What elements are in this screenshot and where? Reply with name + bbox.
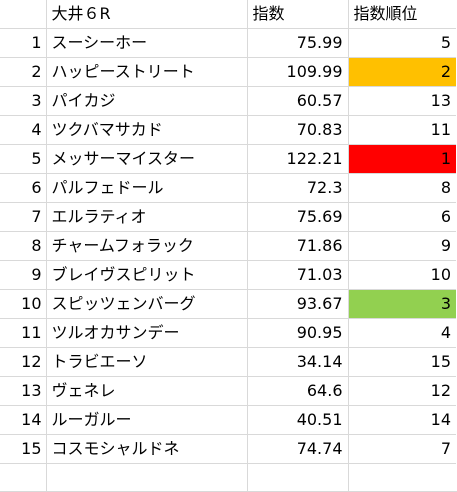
- index-value-cell[interactable]: 122.21: [246, 144, 349, 174]
- index-value-cell[interactable]: 90.95: [246, 318, 349, 348]
- index-value-cell[interactable]: 64.6: [246, 376, 349, 406]
- row-number-cell[interactable]: 10: [0, 289, 47, 319]
- horse-name-cell[interactable]: ブレイヴスピリット: [45, 260, 248, 290]
- empty-row: [0, 463, 456, 492]
- empty-cell[interactable]: [45, 463, 248, 492]
- index-value-cell[interactable]: 72.3: [246, 173, 349, 203]
- rank-value-cell[interactable]: 6: [347, 202, 456, 232]
- horse-name-cell[interactable]: ツクバマサカド: [45, 115, 248, 145]
- index-value-cell[interactable]: 93.67: [246, 289, 349, 319]
- table-row: 13 ヴェネレ 64.6 12: [0, 376, 456, 406]
- corner-cell[interactable]: [0, 0, 47, 29]
- rank-value-cell[interactable]: 14: [347, 405, 456, 435]
- row-number-cell[interactable]: 2: [0, 57, 47, 87]
- table-row: 7 エルラティオ 75.69 6: [0, 202, 456, 232]
- horse-name-cell[interactable]: スピッツェンバーグ: [45, 289, 248, 319]
- rank-value-cell[interactable]: 7: [347, 434, 456, 464]
- index-value-cell[interactable]: 75.69: [246, 202, 349, 232]
- rank-value-cell[interactable]: 10: [347, 260, 456, 290]
- table-row: 12 トラビエーソ 34.14 15: [0, 347, 456, 377]
- index-value-cell[interactable]: 71.03: [246, 260, 349, 290]
- index-value-cell[interactable]: 70.83: [246, 115, 349, 145]
- row-number-cell[interactable]: 9: [0, 260, 47, 290]
- index-value-cell[interactable]: 74.74: [246, 434, 349, 464]
- table-row: 11 ツルオカサンデー 90.95 4: [0, 318, 456, 348]
- index-value-cell[interactable]: 109.99: [246, 57, 349, 87]
- index-value-cell[interactable]: 40.51: [246, 405, 349, 435]
- row-number-cell[interactable]: 14: [0, 405, 47, 435]
- row-number-cell[interactable]: 12: [0, 347, 47, 377]
- rank-value-cell[interactable]: 11: [347, 115, 456, 145]
- horse-name-cell[interactable]: スーシーホー: [45, 28, 248, 58]
- table-row: 5 メッサーマイスター 122.21 1: [0, 144, 456, 174]
- table-row: 1 スーシーホー 75.99 5: [0, 28, 456, 58]
- race-title-cell[interactable]: 大井６R: [45, 0, 248, 29]
- horse-name-cell[interactable]: パイカジ: [45, 86, 248, 116]
- rank-value-cell[interactable]: 2: [347, 57, 456, 87]
- table-row: 15 コスモシャルドネ 74.74 7: [0, 434, 456, 464]
- horse-name-cell[interactable]: パルフェドール: [45, 173, 248, 203]
- index-value-cell[interactable]: 71.86: [246, 231, 349, 261]
- rank-value-cell[interactable]: 1: [347, 144, 456, 174]
- row-number-cell[interactable]: 6: [0, 173, 47, 203]
- empty-cell[interactable]: [0, 463, 47, 492]
- rank-value-cell[interactable]: 4: [347, 318, 456, 348]
- row-number-cell[interactable]: 1: [0, 28, 47, 58]
- rank-value-cell[interactable]: 9: [347, 231, 456, 261]
- horse-name-cell[interactable]: チャームフォラック: [45, 231, 248, 261]
- horse-name-cell[interactable]: エルラティオ: [45, 202, 248, 232]
- table-row: 14 ルーガルー 40.51 14: [0, 405, 456, 435]
- row-number-cell[interactable]: 15: [0, 434, 47, 464]
- rank-value-cell[interactable]: 15: [347, 347, 456, 377]
- index-value-cell[interactable]: 60.57: [246, 86, 349, 116]
- horse-name-cell[interactable]: メッサーマイスター: [45, 144, 248, 174]
- rank-header-cell[interactable]: 指数順位: [347, 0, 456, 29]
- table-row: 2 ハッピーストリート 109.99 2: [0, 57, 456, 87]
- horse-name-cell[interactable]: ツルオカサンデー: [45, 318, 248, 348]
- row-number-cell[interactable]: 5: [0, 144, 47, 174]
- row-number-cell[interactable]: 3: [0, 86, 47, 116]
- row-number-cell[interactable]: 11: [0, 318, 47, 348]
- row-number-cell[interactable]: 4: [0, 115, 47, 145]
- rank-value-cell[interactable]: 12: [347, 376, 456, 406]
- horse-name-cell[interactable]: ヴェネレ: [45, 376, 248, 406]
- horse-name-cell[interactable]: ルーガルー: [45, 405, 248, 435]
- rank-value-cell[interactable]: 8: [347, 173, 456, 203]
- row-number-cell[interactable]: 8: [0, 231, 47, 261]
- header-row: 大井６R 指数 指数順位: [0, 0, 456, 29]
- table-row: 3 パイカジ 60.57 13: [0, 86, 456, 116]
- horse-name-cell[interactable]: トラビエーソ: [45, 347, 248, 377]
- horse-name-cell[interactable]: コスモシャルドネ: [45, 434, 248, 464]
- index-header-cell[interactable]: 指数: [246, 0, 349, 29]
- table-row: 9 ブレイヴスピリット 71.03 10: [0, 260, 456, 290]
- index-value-cell[interactable]: 75.99: [246, 28, 349, 58]
- row-number-cell[interactable]: 13: [0, 376, 47, 406]
- rank-value-cell[interactable]: 13: [347, 86, 456, 116]
- table-row: 10 スピッツェンバーグ 93.67 3: [0, 289, 456, 319]
- index-value-cell[interactable]: 34.14: [246, 347, 349, 377]
- table-row: 4 ツクバマサカド 70.83 11: [0, 115, 456, 145]
- horse-name-cell[interactable]: ハッピーストリート: [45, 57, 248, 87]
- rank-value-cell[interactable]: 3: [347, 289, 456, 319]
- table-row: 6 パルフェドール 72.3 8: [0, 173, 456, 203]
- empty-cell[interactable]: [246, 463, 349, 492]
- empty-cell[interactable]: [347, 463, 456, 492]
- row-number-cell[interactable]: 7: [0, 202, 47, 232]
- table-row: 8 チャームフォラック 71.86 9: [0, 231, 456, 261]
- rank-value-cell[interactable]: 5: [347, 28, 456, 58]
